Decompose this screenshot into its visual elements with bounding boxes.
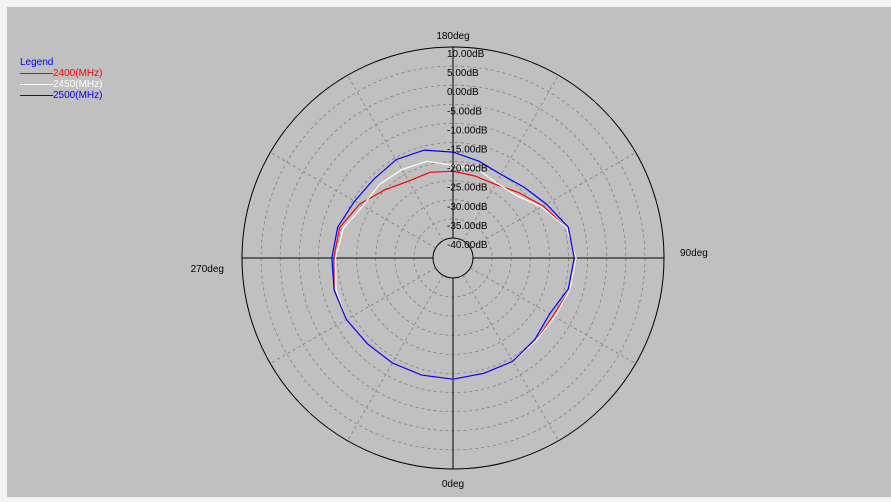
radial-label: -40.00dB [447, 240, 488, 251]
grid-spoke [347, 75, 444, 241]
radial-label: -30.00dB [447, 202, 488, 213]
grid-spoke [270, 267, 436, 364]
grid-spoke [462, 275, 559, 441]
legend-item-2500: 2500(MHz) [20, 90, 102, 101]
radial-label: -20.00dB [447, 164, 488, 175]
legend-swatch-2450 [20, 84, 53, 85]
grid-spoke [270, 152, 436, 249]
grid-spoke [462, 75, 559, 241]
angle-label-270: 270deg [191, 264, 224, 275]
polar-plot: 10.00dB 5.00dB 0.00dB -5.00dB -10.00dB -15.00… [191, 31, 708, 490]
radial-label: -10.00dB [447, 125, 488, 136]
radial-label: 0.00dB [447, 87, 479, 98]
radial-label: -35.00dB [447, 221, 488, 232]
legend-title: Legend [20, 57, 54, 68]
radial-label: -25.00dB [447, 183, 488, 194]
radial-label: 5.00dB [447, 68, 479, 79]
angle-label-180: 180deg [436, 31, 469, 42]
series-line-2 [331, 149, 575, 380]
grid-spoke [470, 267, 636, 364]
radial-label: 10.00dB [447, 49, 485, 60]
legend-swatch-2400 [20, 73, 53, 74]
angle-label-90: 90deg [680, 248, 708, 259]
grid-spoke [470, 152, 636, 249]
chart-area: 10.00dB 5.00dB 0.00dB -5.00dB -10.00dB -15.00… [7, 7, 891, 497]
legend-label-2450: 2450(MHz) [53, 79, 103, 90]
legend-swatch-2500 [20, 95, 53, 96]
angle-label-0: 0deg [442, 479, 464, 490]
legend: Legend 2400(MHz) 2450(MHz) 2500(MHz) [20, 57, 102, 101]
legend-item-2450: 2450(MHz) [20, 79, 102, 90]
radial-label: -15.00dB [447, 145, 488, 156]
radial-label: -5.00dB [447, 106, 482, 117]
legend-label-2400: 2400(MHz) [53, 68, 103, 79]
legend-label-2500: 2500(MHz) [53, 90, 103, 101]
legend-item-2400: 2400(MHz) [20, 68, 102, 79]
grid-spoke [347, 275, 444, 441]
